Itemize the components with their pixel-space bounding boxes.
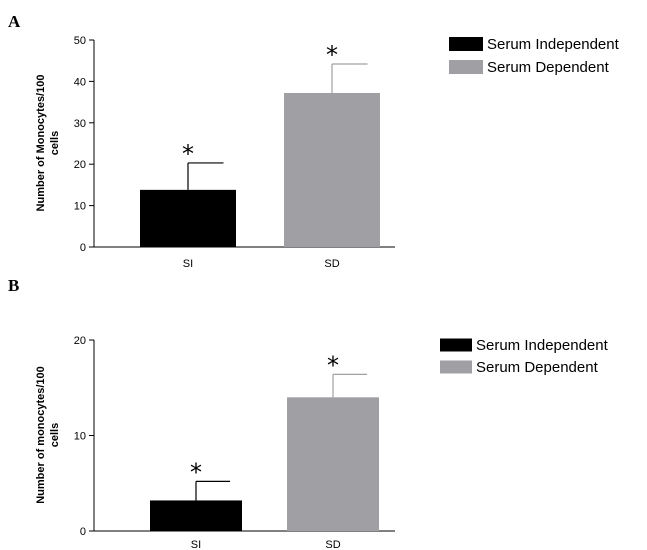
panel-a-legend-swatch — [449, 60, 483, 74]
panel-a-significance-star: * — [326, 41, 338, 69]
panel-a-y-axis-label-line: cells — [49, 131, 61, 155]
panel-a-bar-sd — [284, 92, 380, 247]
panel-b-x-tick-label: SD — [325, 539, 340, 550]
panel-b-significance-star: * — [327, 351, 339, 379]
panel-a-x-tick-label: SD — [324, 258, 339, 270]
panel-b-legend-label: Serum Dependent — [476, 359, 599, 376]
panel-a-y-tick-label: 20 — [74, 159, 86, 171]
panel-b-bar-si — [150, 500, 242, 531]
panel-a-bar-si — [140, 189, 236, 247]
panel-b-y-tick-label: 0 — [80, 526, 86, 538]
panel-a-y-tick-label: 40 — [74, 76, 86, 88]
panel-a-y-axis-label-line: Number of Monocytes/100 — [35, 75, 47, 212]
panel-a-y-tick-label: 30 — [74, 118, 86, 130]
panel-a-y-tick-label: 0 — [80, 242, 86, 254]
panel-b-x-tick-label: SI — [191, 539, 201, 550]
panel-a-significance-star: * — [182, 140, 194, 168]
panel-a-y-axis-label: Number of Monocytes/100 cells — [35, 75, 61, 212]
panel-b-letter: B — [8, 276, 19, 295]
panel-b-significance-star: * — [190, 458, 202, 486]
panel-a-y-tick-label: 10 — [74, 201, 86, 213]
panel-a-legend-label: Serum Independent — [487, 36, 620, 53]
panel-a-letter: A — [8, 12, 21, 31]
panel-b-y-tick-label: 10 — [74, 431, 86, 443]
panel-b-y-axis-label: Number of monocytes/100 cells — [35, 366, 61, 504]
panel-b-y-axis-label-line: cells — [49, 423, 61, 447]
panel-b-legend-swatch — [440, 360, 472, 374]
panel-a-legend-label: Serum Dependent — [487, 59, 610, 76]
panel-b-y-axis-label-line: Number of monocytes/100 — [35, 366, 47, 504]
panel-a-y-tick-label: 50 — [74, 35, 86, 47]
panel-a-legend-swatch — [449, 37, 483, 51]
panel-b-legend-swatch — [440, 338, 472, 352]
panel-b-legend-label: Serum Independent — [476, 337, 609, 354]
panel-b-bar-sd — [287, 397, 379, 531]
panel-a-x-tick-label: SI — [183, 258, 193, 270]
panel-b-y-tick-label: 20 — [74, 335, 86, 347]
